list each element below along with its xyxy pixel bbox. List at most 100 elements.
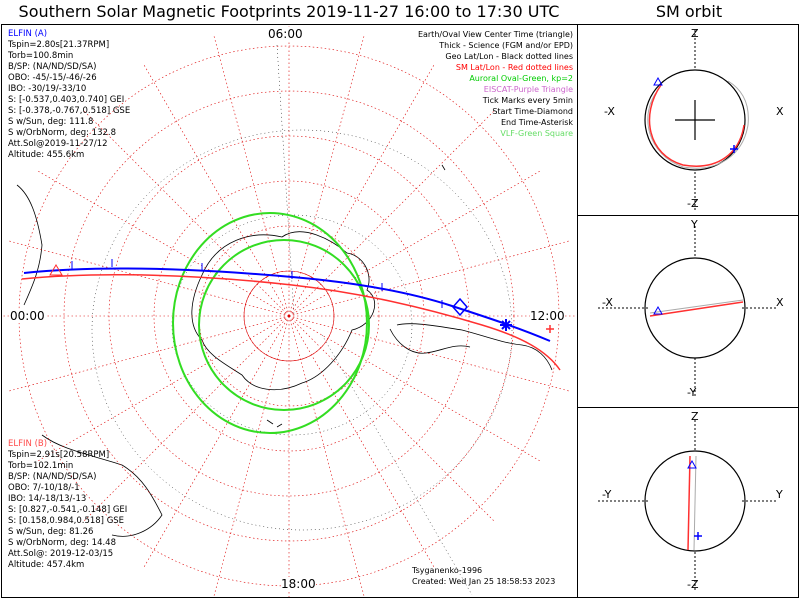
- sm-plot-xy: [598, 226, 778, 398]
- sm-mlt-spoke: [143, 315, 290, 568]
- sm-panel-xy: Y -Y -X X: [577, 215, 799, 408]
- elfin-a-start-diamond: [452, 297, 468, 317]
- sm-mlt-spoke: [288, 315, 541, 462]
- mlt-label-bottom: 18:00: [281, 577, 316, 591]
- coastlines: [16, 164, 553, 537]
- elfin-b-line: IBO: 14/-18/13/-13: [8, 494, 87, 504]
- sm-xz-orbit-b: [647, 80, 749, 169]
- five-minute-ticks: [71, 259, 443, 308]
- footprint-map: [2, 26, 577, 597]
- elfin-a-header: ELFIN (A): [8, 29, 48, 39]
- sm-lat-circle: [153, 180, 425, 452]
- elfin-a-info: ELFIN (A) Tspin=2.80s[21.37RPM] Torb=100…: [8, 29, 130, 161]
- sm-mlt-spoke: [288, 35, 365, 317]
- elfin-b-info: ELFIN (B) Tspin=2.91s[20.58RPM] Torb=102…: [8, 439, 127, 571]
- sm-yz-orbit-a: [693, 455, 697, 551]
- sm-xz-right: X: [776, 105, 784, 118]
- sm-xz-orbit-a: [648, 84, 745, 167]
- sm-mlt-spoke: [213, 35, 290, 317]
- elfin-a-line: S: [-0.378,-0.767,0.518] GSE: [8, 106, 131, 116]
- elfin-b-line: Att.Sol@: 2019-12-03/15: [8, 549, 114, 559]
- elfin-a-line: Torb=100.8min: [8, 51, 74, 61]
- auroral-oval-outer: [172, 212, 368, 434]
- auroral-oval: [172, 212, 370, 434]
- legend: Earth/Oval View Center Time (triangle) T…: [418, 29, 573, 139]
- elfin-a-line: S w/OrbNorm, deg: 132.8: [8, 128, 117, 138]
- sm-mlt-spoke: [288, 240, 570, 317]
- sm-xy-right: X: [776, 296, 784, 309]
- elfin-a-line: S w/Sun, deg: 111.8: [8, 117, 94, 127]
- elfin-b-line: B/SP: (NA/ND/SD/SA): [8, 472, 97, 482]
- legend-item: Start Time-Diamond: [492, 107, 573, 116]
- elfin-a-line: S: [-0.537,0.403,0.740] GEI: [8, 95, 125, 105]
- elfin-b-line: Torb=102.1min: [8, 461, 74, 471]
- footprint-map-panel: 06:00 18:00 00:00 12:00 ELFIN (A) Tspin=…: [1, 24, 578, 598]
- elfin-a-line: Altitude: 455.6km: [8, 150, 85, 160]
- sm-lat-circle: [198, 225, 380, 407]
- sm-panel-yz: Z -Z -Y Y: [577, 407, 799, 598]
- legend-item: Geo Lat/Lon - Black dotted lines: [445, 52, 573, 61]
- sm-xy-orbit-a: [649, 299, 744, 314]
- sm-mlt-spoke: [288, 110, 495, 317]
- elfin-b-header: ELFIN (B): [8, 439, 48, 449]
- elfin-a-end-asterisk: [500, 319, 512, 331]
- elfin-b-track: [21, 274, 561, 371]
- sm-xz-bottom: -Z: [687, 197, 699, 210]
- elfin-b-line: S w/Sun, deg: 81.26: [8, 527, 94, 537]
- sm-mlt-spoke: [288, 315, 435, 568]
- sm-mlt-spoke: [288, 64, 435, 317]
- sm-xy-top: Y: [691, 218, 698, 231]
- mlt-label-right: 12:00: [530, 309, 565, 323]
- legend-item: SM Lat/Lon - Red dotted lines: [455, 63, 573, 72]
- model-label: Tsyganenko-1996: [412, 566, 483, 575]
- sm-mlt-spoke: [8, 315, 290, 392]
- elfin-a-line: OBO: -45/-15/-46/-26: [8, 73, 97, 83]
- elfin-b-line: S w/OrbNorm, deg: 14.48: [8, 538, 117, 548]
- legend-item: Tick Marks every 5min: [482, 96, 573, 105]
- africa-coast: [16, 184, 43, 306]
- sm-xz-left: -X: [604, 105, 615, 118]
- elfin-b-line: Altitude: 457.4km: [8, 560, 85, 570]
- elfin-a-track: [23, 267, 551, 342]
- elfin-b-start-triangle: [49, 264, 63, 276]
- mlt-label-left: 00:00: [10, 309, 45, 323]
- elfin-a-line: Tspin=2.80s[21.37RPM]: [8, 40, 110, 50]
- sm-plot-xz: [644, 30, 749, 212]
- map-title: Southern Solar Magnetic Footprints 2019-…: [18, 2, 560, 21]
- island-ticks: [266, 164, 446, 428]
- antarctica-coast: [191, 231, 376, 390]
- south-america-coast: [396, 323, 553, 371]
- sm-xy-left: -X: [602, 296, 613, 309]
- sm-xz-top: Z: [691, 27, 699, 40]
- footer: Tsyganenko-1996 Created: Wed Jan 25 18:5…: [412, 565, 555, 587]
- sm-mlt-spoke: [37, 170, 290, 317]
- mlt-label-top: 06:00: [268, 27, 303, 41]
- sm-mlt-spoke: [83, 315, 290, 522]
- elfin-a-line: Att.Sol@2019-11-27/12: [8, 139, 108, 149]
- elfin-b-line: S: [0.158,0.984,0.518] GSE: [8, 516, 125, 526]
- legend-item: EISCAT-Purple Triangle: [483, 85, 573, 94]
- sm-yz-left: -Y: [602, 488, 612, 501]
- sm-mlt-spoke: [288, 315, 570, 392]
- sm-mlt-spoke: [288, 170, 541, 317]
- sm-xy-orbit-b: [649, 301, 744, 317]
- sm-mlt-spoke: [288, 315, 495, 522]
- sm-panel-xz: Z -Z -X X: [577, 24, 799, 216]
- south-america-tip: [389, 328, 471, 354]
- australia-coast: [41, 434, 163, 537]
- auroral-oval-inner: [198, 239, 370, 411]
- legend-item: VLF-Green Square: [500, 129, 573, 138]
- legend-item: Thick - Science (FGM and/or EPD): [439, 41, 573, 50]
- elfin-b-line: S: [0.827,-0.541,-0.148] GEI: [8, 505, 128, 515]
- sm-plot-yz: [598, 420, 778, 590]
- sm-xy-bottom: -Y: [687, 386, 697, 399]
- sm-mlt-spoke: [8, 240, 290, 317]
- sm-mlt-spoke: [288, 315, 365, 597]
- sm-yz-bottom: -Z: [687, 578, 699, 591]
- elfin-a-line: IBO: -30/19/-33/10: [8, 84, 87, 94]
- sm-yz-top: Z: [691, 410, 699, 423]
- legend-item: End Time-Asterisk: [500, 118, 573, 127]
- elfin-b-end-asterisk: [546, 325, 554, 333]
- sm-mlt-spoke: [37, 315, 290, 462]
- geo-grid: [91, 44, 513, 596]
